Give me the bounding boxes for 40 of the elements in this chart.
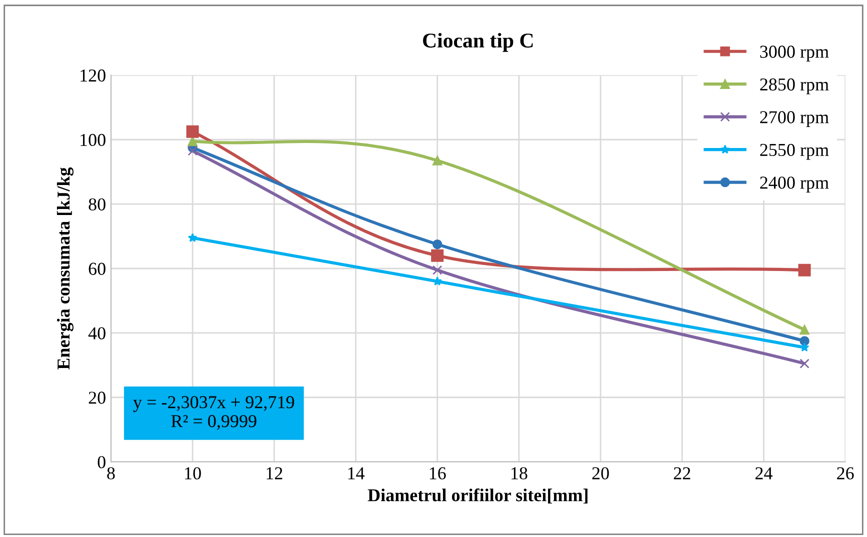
point bbox=[188, 136, 198, 146]
y-tick-label: 60 bbox=[88, 262, 106, 275]
x-tick-label: 20 bbox=[592, 467, 609, 480]
x-axis-title: Diametrul orifiilor sitei[mm] bbox=[368, 488, 588, 504]
point bbox=[800, 342, 810, 352]
y-tick-label: 40 bbox=[88, 327, 106, 340]
point bbox=[432, 265, 442, 275]
point bbox=[432, 156, 442, 166]
y-axis-title: Energia consumata [kJ/kg bbox=[56, 167, 74, 370]
x-tick-label: 10 bbox=[185, 467, 201, 480]
point bbox=[432, 276, 442, 286]
y-tick-label: 80 bbox=[88, 198, 106, 210]
y-tick-label: 120 bbox=[80, 69, 106, 82]
x-tick-label: 8 bbox=[107, 467, 115, 480]
point bbox=[800, 324, 810, 335]
x-tick-label: 14 bbox=[348, 467, 365, 480]
legend-label: 2400 rpm bbox=[760, 176, 829, 192]
legend-label: 3000 rpm bbox=[760, 46, 829, 62]
legend-label: 2550 rpm bbox=[760, 144, 829, 160]
point bbox=[800, 358, 810, 368]
x-tick-label: 22 bbox=[674, 467, 690, 480]
point bbox=[432, 239, 442, 250]
point bbox=[800, 336, 810, 346]
y-tick-label: 100 bbox=[80, 134, 106, 146]
x-tick-label: 18 bbox=[512, 467, 528, 480]
x-tick-label: 16 bbox=[430, 467, 446, 480]
point bbox=[186, 125, 199, 138]
x-tick-label: 26 bbox=[837, 467, 854, 480]
chart-title: Ciocan tip C bbox=[423, 32, 533, 52]
legend-label: 2700 rpm bbox=[760, 111, 829, 127]
annotation: y = -2,3037x + 92,719 R² = 0,9999 bbox=[133, 396, 294, 430]
y-tick-label: 20 bbox=[88, 392, 106, 404]
x-tick-label: 12 bbox=[266, 467, 282, 480]
y-tick-label: 0 bbox=[98, 456, 106, 468]
point bbox=[188, 146, 198, 156]
point bbox=[431, 249, 444, 262]
point bbox=[188, 233, 198, 242]
legend-label: 2850 rpm bbox=[760, 78, 829, 94]
x-tick-label: 24 bbox=[755, 467, 772, 480]
point bbox=[798, 264, 811, 276]
